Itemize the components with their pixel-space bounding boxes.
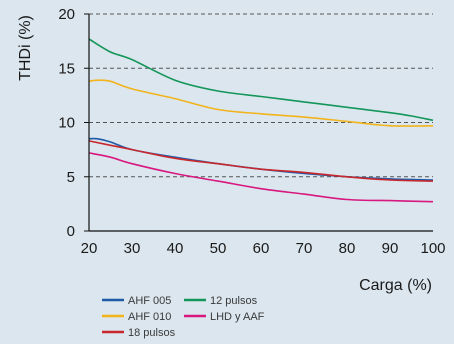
x-tick-label: 50 [210, 240, 227, 257]
y-tick-label: 20 [58, 6, 75, 23]
tick-labels: 0 5 10 15 20 20 30 40 50 60 70 80 90 100 [58, 6, 445, 257]
legend-label: AHF 005 [128, 295, 171, 307]
legend: AHF 005 12 pulsos AHF 010 LHD y AAF 18 pulso… [102, 295, 265, 339]
x-tick-label: 60 [253, 240, 270, 257]
series-line-12-pulsos [88, 38, 434, 122]
y-tick-label: 15 [58, 60, 75, 77]
series-line-ahf-010 [88, 79, 434, 127]
x-tick-label: 70 [296, 240, 313, 257]
series-line-lhd-y-aaf [88, 152, 434, 203]
y-tick-label: 0 [67, 223, 75, 240]
x-axis-label: Carga (%) [359, 277, 432, 294]
y-tick-label: 10 [58, 115, 75, 132]
y-axis-label: THDi (%) [17, 15, 34, 81]
x-tick-label: 20 [81, 240, 98, 257]
grid-lines [89, 13, 433, 178]
y-tick-label: 5 [67, 169, 75, 186]
series-line-18-pulsos [88, 140, 434, 182]
x-tick-label: 90 [382, 240, 399, 257]
series-layer [88, 38, 434, 203]
x-tick-label: 80 [339, 240, 356, 257]
legend-label: 12 pulsos [210, 295, 258, 307]
legend-label: 18 pulsos [128, 327, 176, 339]
legend-label: AHF 010 [128, 311, 171, 323]
series-line-ahf-005 [88, 137, 434, 181]
legend-label: LHD y AAF [210, 311, 265, 323]
x-tick-label: 30 [124, 240, 141, 257]
x-tick-label: 100 [420, 240, 445, 257]
x-tick-label: 40 [167, 240, 184, 257]
